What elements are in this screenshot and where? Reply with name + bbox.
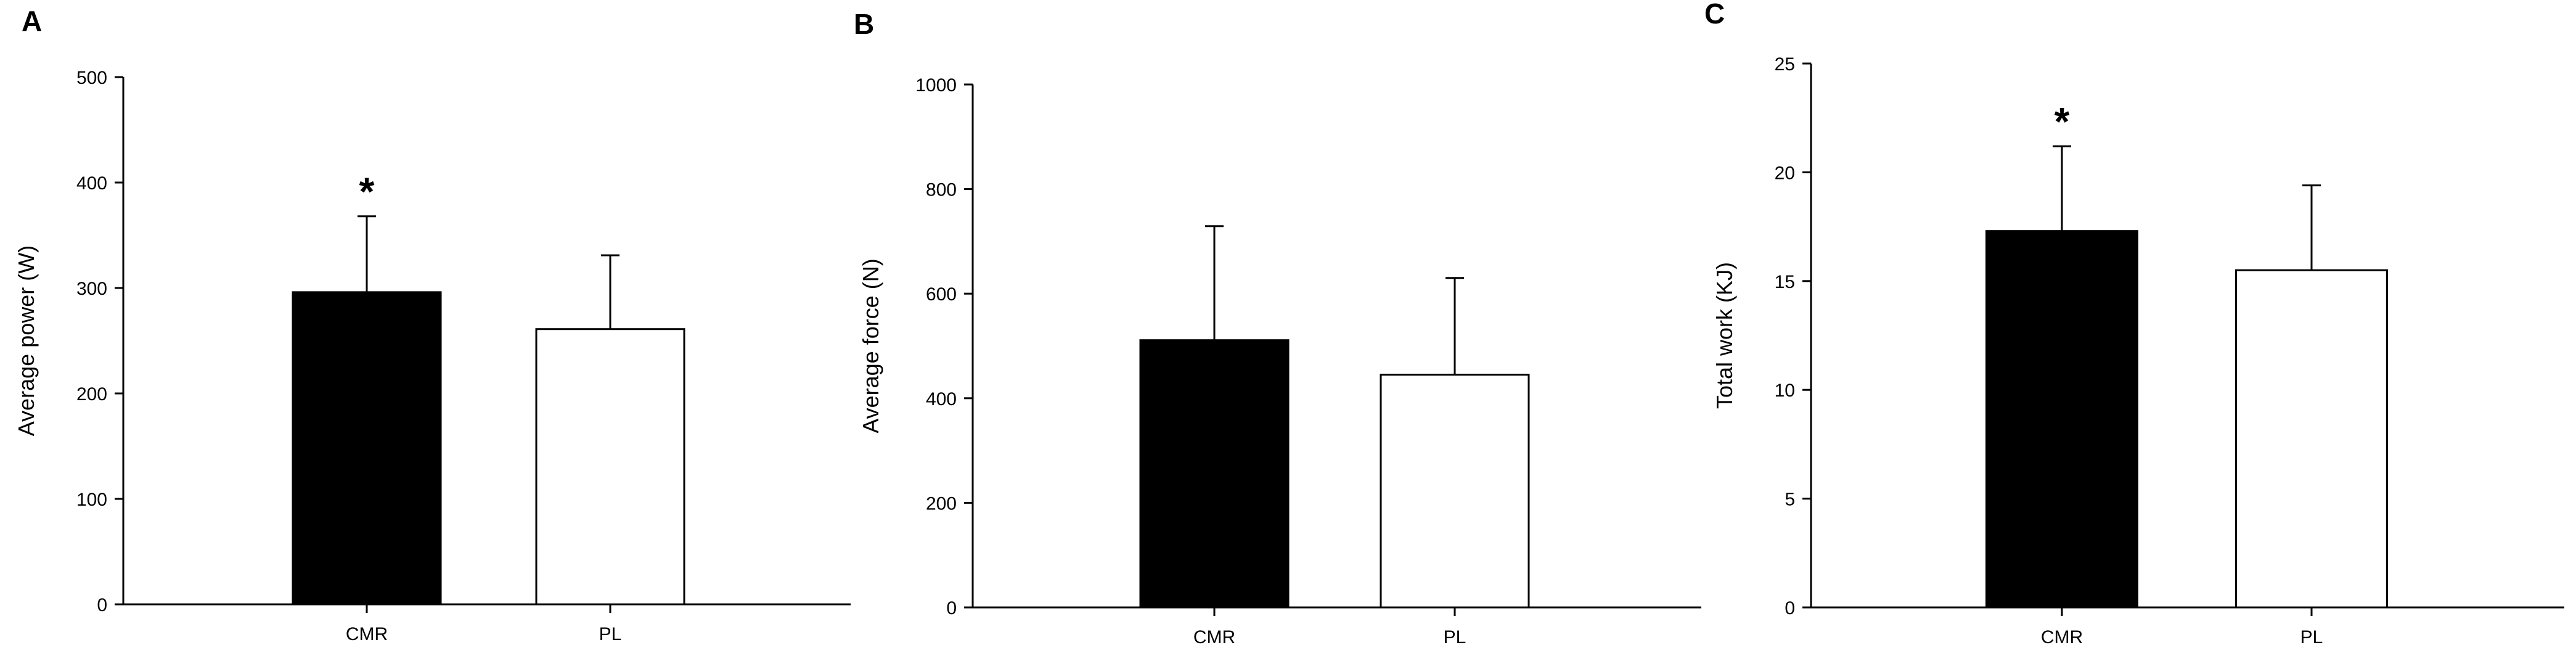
y-tick-label: 0 (946, 598, 957, 619)
y-tick-label: 10 (1775, 380, 1795, 401)
bar-cmr (1139, 339, 1290, 609)
y-tick-label: 1000 (915, 75, 957, 96)
y-tick-label: 400 (926, 389, 957, 409)
x-tick-label: CMR (2041, 627, 2083, 648)
bar-pl (2235, 269, 2388, 609)
y-tick-label: 500 (76, 68, 107, 88)
panel-label: A (22, 5, 42, 37)
bar-cmr (292, 291, 442, 606)
y-axis-title: Average power (W) (14, 245, 39, 436)
bar-pl (535, 328, 685, 606)
x-tick-label: CMR (346, 624, 388, 644)
y-tick-label: 300 (76, 279, 107, 299)
y-tick-label: 15 (1775, 272, 1795, 292)
y-tick-label: 600 (926, 284, 957, 305)
x-tick-label: PL (1444, 627, 1466, 648)
y-tick-label: 0 (1785, 598, 1795, 619)
y-tick-label: 25 (1775, 54, 1795, 75)
bar-pl (1380, 374, 1530, 609)
x-tick-label: PL (2300, 627, 2323, 648)
x-tick-label: PL (599, 624, 622, 644)
significance-marker: * (359, 170, 375, 214)
y-tick-label: 800 (926, 180, 957, 200)
bar-cmr (1985, 230, 2138, 609)
y-axis-title: Average force (N) (858, 258, 883, 433)
y-tick-label: 200 (926, 493, 957, 514)
x-tick-label: CMR (1193, 627, 1235, 648)
y-tick-label: 100 (76, 490, 107, 510)
y-tick-label: 0 (97, 595, 107, 615)
panel-label: C (1704, 0, 1725, 30)
significance-marker: * (2055, 99, 2070, 144)
y-tick-label: 5 (1785, 490, 1795, 510)
panel-label: B (854, 8, 874, 40)
y-tick-label: 400 (76, 173, 107, 194)
y-tick-label: 20 (1775, 163, 1795, 183)
y-tick-label: 200 (76, 384, 107, 405)
y-axis-title: Total work (KJ) (1712, 262, 1737, 409)
